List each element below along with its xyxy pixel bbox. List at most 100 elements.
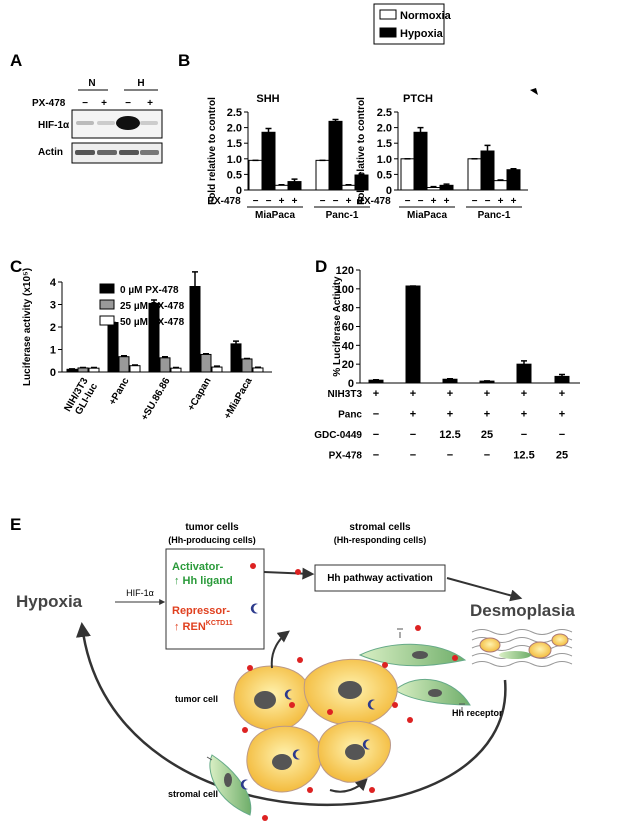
arrowhead-mark — [530, 88, 538, 95]
band — [119, 150, 139, 155]
legend-swatch — [99, 283, 115, 294]
blot: N H PX-478 − + − + HIF-1α Actin — [32, 78, 163, 164]
legend-label: Hypoxia — [400, 28, 444, 40]
treatment-label: PX-478 — [207, 196, 241, 207]
treatment-sign: − — [418, 196, 424, 207]
y-tick-label: 2.0 — [377, 123, 392, 135]
activator-effect: ↑ Hh ligand — [174, 575, 233, 587]
condition-cell: + — [373, 388, 379, 400]
bar — [159, 357, 171, 373]
legend-label: Normoxia — [400, 10, 452, 22]
treatment-sign: − — [333, 196, 339, 207]
bar — [439, 184, 454, 191]
node-title: tumor cells — [185, 522, 239, 533]
blot-row-label: HIF-1α — [38, 120, 70, 131]
condition-label: NIH3T3 — [328, 389, 363, 400]
y-axis-label: Luciferase activity (x10⁵) — [22, 268, 33, 386]
bar — [493, 180, 508, 191]
band — [116, 116, 140, 130]
condition-cell: − — [410, 429, 416, 441]
y-tick-label: 0 — [386, 185, 392, 197]
treatment-sign: + — [511, 196, 517, 207]
y-tick-label: 80 — [342, 303, 354, 315]
arrow — [270, 630, 290, 669]
node-subtitle: (Hh-producing cells) — [168, 535, 256, 545]
error-bar — [162, 355, 168, 358]
treatment-sign: + — [431, 196, 437, 207]
treatment-sign: − — [472, 196, 478, 207]
y-tick-label: 1 — [50, 345, 56, 357]
condition-cell: + — [521, 388, 527, 400]
treatment-sign: − — [405, 196, 411, 207]
condition-cell: − — [410, 450, 416, 462]
condition-cell: + — [484, 388, 490, 400]
error-bar — [91, 366, 97, 369]
x-tick-label: +Capan — [186, 376, 214, 413]
bar — [315, 159, 330, 191]
pathway: Hh pathway activation — [327, 573, 433, 584]
cell-label: Hh receptor — [452, 708, 503, 718]
condition-label: GDC-0449 — [314, 430, 362, 441]
legend-swatch — [99, 315, 115, 326]
treatment-label: PX-478 — [357, 196, 391, 207]
bar — [368, 379, 384, 384]
bar — [118, 356, 130, 373]
y-tick-label: 60 — [342, 322, 354, 334]
y-tick-label: 1.0 — [377, 154, 392, 166]
condition-cell: − — [373, 450, 379, 462]
band — [140, 150, 159, 155]
bar — [77, 367, 89, 373]
blot-row-label: Actin — [38, 147, 63, 158]
error-bar — [559, 373, 565, 377]
bar — [170, 367, 182, 373]
repressor-icon — [250, 603, 258, 614]
cell-label: stromal cell — [168, 789, 218, 799]
legend-swatch — [379, 27, 397, 38]
condition-cell: 25 — [481, 429, 493, 441]
error-bar — [132, 364, 138, 366]
bar — [241, 358, 253, 373]
node-title: stromal cells — [349, 522, 411, 533]
bar — [129, 365, 141, 373]
chart-title: PTCH — [403, 93, 433, 105]
bar — [252, 367, 264, 373]
error-bar — [484, 144, 491, 151]
band — [97, 121, 115, 125]
y-tick-label: 2 — [50, 322, 56, 334]
condition-label: PX-478 — [329, 451, 363, 462]
treatment-sign: + — [359, 196, 365, 207]
error-bar — [430, 185, 437, 188]
panel-label: E — [10, 515, 21, 534]
y-tick-label: 120 — [336, 265, 354, 277]
panel-label: B — [178, 51, 190, 70]
error-bar — [497, 179, 504, 181]
y-tick-label: 0.5 — [227, 169, 242, 181]
legend-label: 0 µM PX-478 — [120, 285, 179, 296]
bar — [328, 120, 343, 191]
condition-cell: + — [521, 409, 527, 421]
error-bar — [521, 360, 527, 365]
condition-cell: + — [447, 409, 453, 421]
condition-cell: − — [521, 429, 527, 441]
hypoxia: Hypoxia — [16, 592, 83, 611]
treatment-sign: − — [82, 98, 88, 109]
bar — [400, 158, 415, 191]
y-axis-label: Fold relative to control — [356, 97, 367, 205]
ligand — [295, 569, 301, 575]
error-bar — [173, 366, 179, 369]
legend-swatch — [379, 9, 397, 20]
condition-label: Panc — [338, 410, 362, 421]
desmoplasia-image — [470, 625, 573, 670]
bar — [88, 367, 100, 373]
blot-group: H — [137, 78, 144, 89]
arrow — [263, 567, 315, 580]
y-tick-label: 0 — [50, 367, 56, 379]
hif: HIF-1α — [126, 588, 154, 598]
treatment-sign: − — [266, 196, 272, 207]
error-bar — [278, 183, 285, 186]
error-bar — [214, 365, 220, 368]
cell-label: tumor cell — [175, 694, 218, 704]
y-tick-label: 2.5 — [227, 107, 242, 119]
blot-group: N — [88, 78, 95, 89]
